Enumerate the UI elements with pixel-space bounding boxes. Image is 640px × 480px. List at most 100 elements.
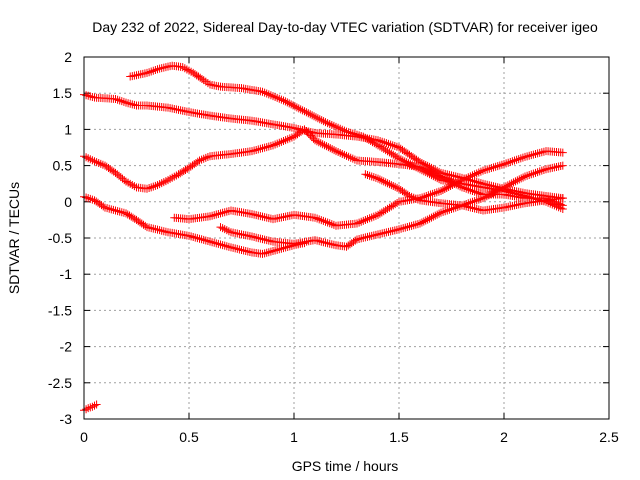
- data-point: [462, 202, 471, 211]
- data-point: [99, 202, 108, 211]
- data-point: [393, 198, 402, 207]
- data-point: [361, 216, 370, 225]
- data-point: [523, 152, 532, 161]
- data-point: [115, 96, 124, 105]
- data-point: [271, 92, 280, 101]
- data-point: [86, 92, 95, 101]
- data-point: [502, 159, 511, 168]
- data-point: [336, 149, 345, 158]
- data-point: [384, 227, 393, 236]
- data-point: [269, 247, 277, 256]
- data-point: [509, 178, 518, 187]
- data-point: [319, 238, 328, 247]
- data-point: [277, 95, 286, 104]
- data-point: [180, 64, 189, 73]
- data-point: [377, 176, 386, 185]
- data-point: [382, 139, 391, 148]
- data-point: [316, 139, 325, 148]
- data-point: [243, 247, 252, 256]
- data-point: [324, 143, 333, 152]
- series-sat-e: [170, 147, 567, 230]
- data-point: [357, 234, 366, 243]
- x-tick-label: 2.5: [599, 429, 619, 445]
- data-point: [449, 171, 458, 180]
- data-point: [558, 161, 567, 170]
- data-point: [147, 67, 156, 76]
- data-point: [113, 207, 122, 216]
- data-point: [365, 214, 374, 223]
- data-point: [411, 194, 420, 203]
- data-point: [126, 99, 135, 108]
- data-point: [157, 179, 166, 188]
- data-point: [262, 143, 271, 152]
- data-point: [332, 122, 340, 131]
- data-point: [443, 170, 452, 179]
- data-point: [145, 184, 154, 193]
- data-point: [344, 152, 353, 161]
- x-tick-label: 0.5: [179, 429, 199, 445]
- data-point: [222, 226, 231, 235]
- data-point: [539, 165, 548, 174]
- y-tick-label: 1: [64, 121, 72, 137]
- data-point: [367, 213, 376, 222]
- data-point: [413, 220, 422, 229]
- data-point: [389, 182, 398, 191]
- data-point: [380, 228, 389, 237]
- data-point: [208, 238, 217, 247]
- data-point: [311, 113, 320, 122]
- data-point: [442, 183, 451, 192]
- data-point: [203, 79, 212, 88]
- data-point: [411, 220, 420, 229]
- data-point: [235, 245, 244, 254]
- data-point: [418, 163, 427, 172]
- data-point: [84, 194, 93, 203]
- data-point: [130, 100, 139, 109]
- data-point: [311, 236, 319, 245]
- data-point: [468, 186, 477, 195]
- data-point: [535, 148, 544, 157]
- data-point: [403, 222, 412, 231]
- y-axis-label: SDTVAR / TECUs: [6, 182, 22, 294]
- data-point: [537, 148, 546, 157]
- data-point: [474, 168, 483, 177]
- data-point: [266, 141, 275, 150]
- data-point: [519, 173, 528, 182]
- data-point: [250, 210, 259, 219]
- data-point: [363, 232, 372, 241]
- data-point: [262, 236, 271, 245]
- data-point: [460, 175, 469, 184]
- data-point: [381, 178, 390, 187]
- data-point: [98, 160, 107, 169]
- data-point: [393, 183, 402, 192]
- data-point: [193, 234, 202, 243]
- data-point: [510, 156, 519, 165]
- data-point: [376, 136, 385, 145]
- data-point: [432, 188, 441, 197]
- data-point: [231, 244, 240, 253]
- data-point: [296, 105, 305, 114]
- data-point: [384, 139, 393, 148]
- data-point: [206, 237, 214, 246]
- data-point: [489, 163, 498, 172]
- data-point: [361, 170, 370, 179]
- data-point: [311, 136, 319, 145]
- data-point: [287, 133, 296, 142]
- data-point: [88, 92, 97, 101]
- data-point: [348, 154, 357, 163]
- data-point: [269, 92, 277, 101]
- data-point: [227, 243, 235, 252]
- data-point: [500, 183, 508, 192]
- data-point: [405, 192, 414, 201]
- data-point: [248, 147, 256, 156]
- data-point: [256, 212, 265, 221]
- data-point: [94, 158, 103, 167]
- chart-title: Day 232 of 2022, Sidereal Day-to-day VTE…: [92, 19, 598, 35]
- data-point: [260, 249, 269, 258]
- data-point: [84, 404, 93, 413]
- data-point: [155, 180, 164, 189]
- data-point: [289, 101, 298, 110]
- data-point: [105, 204, 114, 213]
- data-point: [391, 182, 400, 191]
- data-point: [329, 240, 338, 249]
- data-point: [334, 123, 343, 132]
